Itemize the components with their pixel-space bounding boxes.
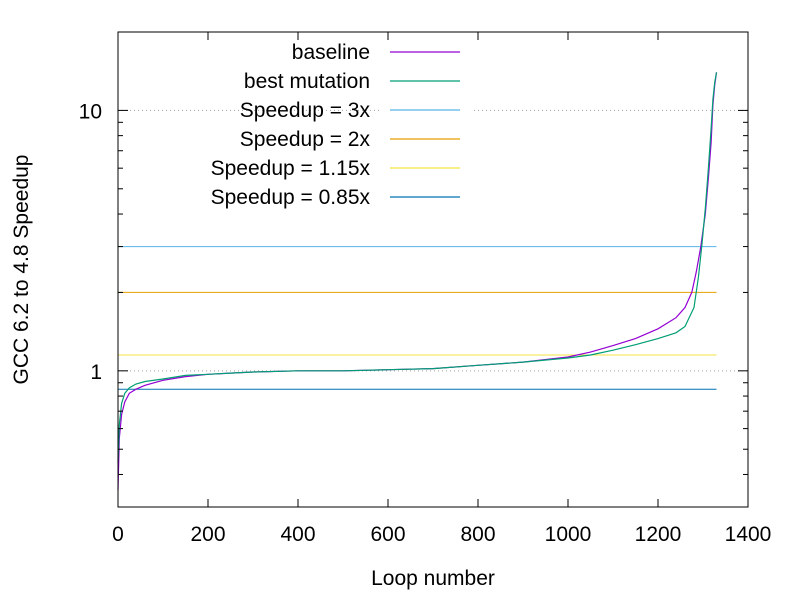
- y-tick-label-10: 10: [79, 100, 102, 123]
- x-tick-labels: 0 200 400 600 800 1000 1200 1400: [112, 523, 771, 546]
- axis-ticks: [117, 31, 749, 508]
- y-axis-title: GCC 6.2 to 4.8 Speedup: [10, 155, 33, 385]
- legend: baseline best mutation Speedup = 3x Speedup…: [211, 40, 474, 209]
- legend-label-0: baseline: [292, 41, 370, 64]
- legend-label-1: best mutation: [244, 70, 370, 93]
- y-tick-labels: 1 10: [79, 100, 102, 383]
- series-line-best-mutation: [117, 72, 718, 462]
- x-tick-label-800: 800: [460, 523, 495, 546]
- legend-label-5: Speedup = 0.85x: [211, 186, 371, 209]
- plot-frame: [117, 31, 749, 508]
- x-axis-title: Loop number: [371, 567, 495, 590]
- legend-label-3: Speedup = 2x: [240, 128, 371, 151]
- grid-lines: [118, 109, 748, 372]
- x-tick-label-600: 600: [370, 523, 405, 546]
- legend-label-4: Speedup = 1.15x: [211, 157, 371, 180]
- x-tick-label-400: 400: [280, 523, 315, 546]
- legend-label-2: Speedup = 3x: [240, 99, 371, 122]
- legend-background: [380, 40, 474, 206]
- series-lines: [117, 72, 718, 490]
- x-tick-label-1000: 1000: [545, 523, 592, 546]
- x-tick-label-1400: 1400: [725, 523, 772, 546]
- reference-lines: [118, 246, 717, 390]
- x-tick-label-0: 0: [112, 523, 124, 546]
- y-tick-label-1: 1: [90, 361, 102, 384]
- x-tick-label-200: 200: [190, 523, 225, 546]
- x-tick-label-1200: 1200: [635, 523, 682, 546]
